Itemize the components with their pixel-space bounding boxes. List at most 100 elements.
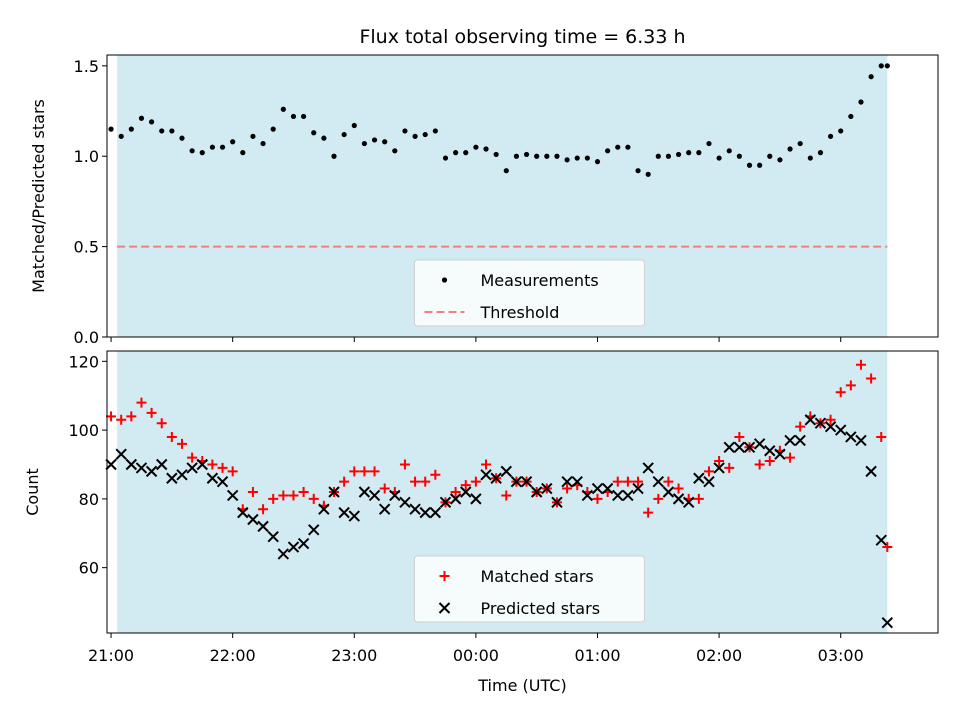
data-point — [561, 475, 573, 488]
data-point — [541, 482, 553, 495]
data-point — [764, 456, 775, 467]
data-point — [838, 128, 844, 134]
y-tick-label: 0.5 — [74, 238, 99, 257]
data-point — [301, 113, 307, 120]
x-tick-label: 22:00 — [210, 646, 256, 665]
data-point — [868, 74, 874, 80]
data-point — [584, 155, 590, 161]
data-point — [432, 128, 438, 134]
data-point — [379, 483, 390, 494]
data-point — [105, 458, 117, 471]
data-point — [369, 466, 380, 477]
data-point — [126, 411, 137, 422]
data-point — [338, 506, 350, 519]
data-point — [115, 448, 127, 460]
data-point — [135, 462, 148, 474]
data-point — [736, 153, 742, 159]
data-point — [371, 137, 378, 143]
legend-label: Measurements — [481, 271, 599, 290]
data-point — [827, 133, 834, 139]
data-point — [501, 490, 512, 501]
data-point — [605, 148, 611, 154]
data-point — [297, 537, 310, 550]
data-point — [453, 150, 459, 156]
data-point — [594, 159, 601, 165]
data-point — [382, 139, 388, 145]
data-point — [450, 487, 461, 497]
series-measurements — [108, 63, 890, 177]
data-point — [642, 462, 654, 474]
data-point — [349, 466, 360, 477]
data-point — [108, 126, 114, 132]
data-point — [591, 482, 604, 495]
data-point — [696, 150, 702, 156]
data-point — [138, 115, 145, 121]
data-point — [481, 459, 492, 470]
data-point — [257, 520, 269, 533]
data-point — [136, 397, 147, 408]
data-point — [430, 469, 441, 480]
y-tick-label: 80 — [79, 490, 99, 509]
data-point — [723, 441, 735, 454]
data-point — [795, 421, 806, 432]
data-point — [500, 465, 512, 478]
data-point — [250, 133, 256, 139]
y-tick-label: 1.5 — [74, 57, 99, 76]
data-point — [270, 126, 276, 132]
y-axis-label: Matched/Predicted stars — [29, 99, 48, 293]
data-point — [280, 106, 286, 112]
data-point — [757, 162, 763, 168]
data-point — [876, 431, 887, 442]
data-point — [653, 493, 664, 504]
data-point — [612, 489, 624, 502]
data-point — [544, 153, 550, 159]
data-point — [866, 373, 877, 384]
data-point — [693, 472, 705, 484]
data-point — [358, 486, 371, 498]
y-tick-label: 0.0 — [74, 328, 99, 347]
data-point — [714, 456, 725, 467]
data-point — [724, 462, 735, 473]
data-point — [554, 153, 560, 159]
data-point — [767, 153, 773, 159]
data-point — [156, 418, 167, 429]
legend-swatch — [438, 602, 451, 614]
legend: Measurements Threshold — [414, 259, 645, 327]
data-point — [258, 504, 269, 515]
data-point — [227, 466, 238, 477]
data-point — [622, 476, 633, 487]
y-axis-label: Count — [23, 468, 42, 516]
data-point — [716, 155, 722, 161]
data-point — [179, 135, 185, 141]
data-point — [855, 434, 867, 447]
data-point — [189, 148, 195, 154]
x-tick-label: 23:00 — [331, 646, 377, 665]
data-point — [785, 452, 796, 463]
data-point — [686, 150, 692, 156]
data-point — [675, 151, 682, 158]
data-point — [480, 469, 492, 481]
data-point — [875, 534, 887, 546]
data-point — [865, 465, 877, 478]
data-point — [693, 493, 704, 504]
legend-swatch — [439, 571, 450, 581]
chart-title: Flux total observing time = 6.33 h — [359, 26, 685, 48]
data-point — [207, 459, 218, 470]
data-point — [743, 441, 756, 454]
data-point — [217, 462, 228, 473]
data-point — [652, 475, 665, 488]
data-point — [328, 486, 340, 498]
data-point — [260, 140, 266, 147]
data-point — [318, 503, 330, 515]
y-tick-label: 120 — [68, 352, 99, 371]
data-point — [419, 506, 431, 519]
data-point — [339, 476, 350, 487]
data-point — [439, 496, 452, 509]
data-point — [290, 113, 297, 120]
data-point — [196, 458, 208, 471]
data-point — [824, 420, 837, 433]
data-point — [473, 144, 479, 150]
data-point — [858, 99, 864, 105]
y-tick-label: 60 — [79, 559, 99, 578]
data-point — [574, 155, 580, 161]
